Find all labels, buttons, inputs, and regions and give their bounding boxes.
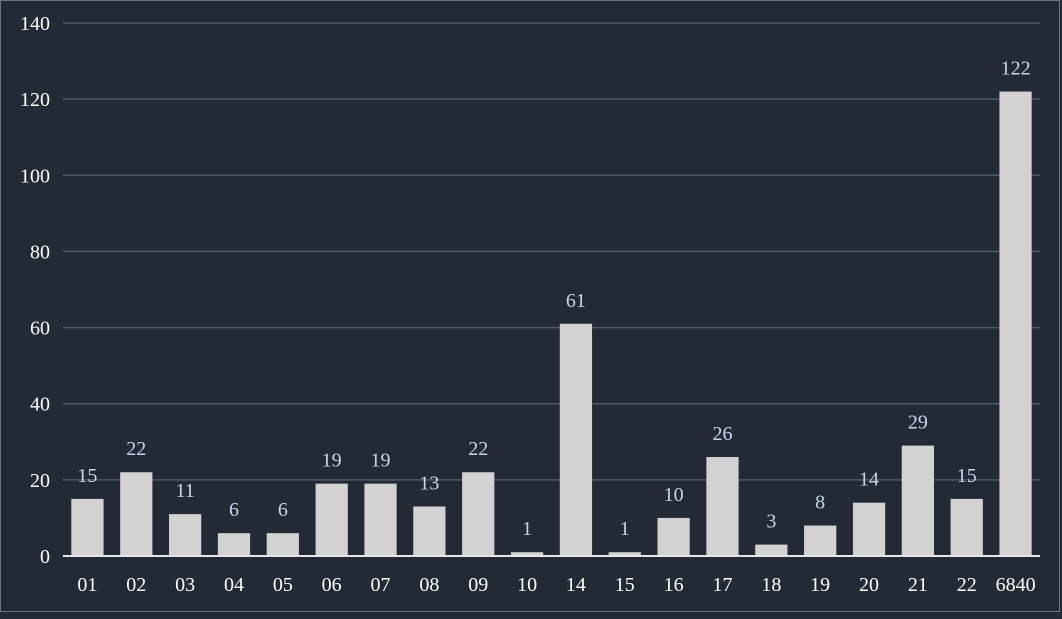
- y-tick-label: 0: [40, 546, 50, 568]
- x-tick-label: 6840: [996, 574, 1036, 596]
- data-label: 6: [229, 499, 239, 521]
- x-tick-label: 02: [126, 574, 146, 596]
- x-tick-label: 10: [517, 574, 537, 596]
- bar: [120, 472, 153, 556]
- x-tick-label: 04: [224, 574, 244, 596]
- bars: [71, 91, 1032, 557]
- gridlines: [63, 22, 1040, 481]
- bar: [71, 498, 104, 556]
- x-tick-label: 05: [273, 574, 293, 596]
- data-label: 122: [1001, 58, 1031, 80]
- x-tick-label: 18: [761, 574, 781, 596]
- y-tick-label: 80: [30, 241, 50, 263]
- x-tick-label: 20: [859, 574, 879, 596]
- x-tick-label: 14: [566, 574, 586, 596]
- bar: [169, 514, 202, 556]
- data-label: 29: [908, 412, 928, 434]
- x-tick-label: 01: [77, 574, 97, 596]
- data-labels: 15 22 11 6 6 19 19 13 22 1 61 1 10 26 3 8 14 29 15 122: [77, 58, 1030, 541]
- bar: [852, 502, 886, 556]
- y-tick-label: 100: [20, 165, 50, 187]
- data-label: 3: [766, 511, 776, 533]
- data-label: 10: [664, 484, 684, 506]
- x-tick-label: 22: [957, 574, 977, 596]
- data-label: 22: [126, 438, 146, 460]
- data-label: 1: [620, 518, 630, 540]
- data-label: 15: [957, 465, 977, 487]
- data-label: 61: [566, 290, 586, 312]
- y-tick-label: 140: [20, 13, 50, 35]
- bar: [950, 498, 983, 556]
- data-label: 26: [712, 423, 732, 445]
- bar: [364, 483, 397, 556]
- data-label: 19: [371, 450, 391, 472]
- x-tick-label: 15: [615, 574, 635, 596]
- data-label: 1: [522, 518, 532, 540]
- bar: [217, 533, 251, 556]
- x-tick-label: 09: [468, 574, 488, 596]
- y-tick-label: 40: [30, 394, 50, 416]
- bar: [413, 506, 446, 556]
- bar: [559, 323, 593, 556]
- data-label: 19: [322, 450, 342, 472]
- x-tick-label: 07: [371, 574, 391, 596]
- bar: [755, 544, 788, 556]
- x-tick-label: 03: [175, 574, 195, 596]
- x-tick-label: 08: [419, 574, 439, 596]
- x-tick-label: 06: [322, 574, 342, 596]
- x-axis-ticks: 01 02 03 04 05 06 07 08 09 10 14 15 16 17 18 19 20 21 22 68…: [77, 574, 1035, 596]
- x-tick-label: 19: [810, 574, 830, 596]
- bar: [462, 472, 495, 556]
- data-label: 6: [278, 499, 288, 521]
- y-tick-label: 20: [30, 470, 50, 492]
- data-label: 8: [815, 492, 825, 514]
- y-tick-label: 120: [20, 89, 50, 111]
- bar: [706, 457, 739, 556]
- data-label: 11: [175, 480, 194, 502]
- data-label: 13: [419, 473, 439, 495]
- y-tick-label: 60: [30, 318, 50, 340]
- data-label: 22: [468, 438, 488, 460]
- x-tick-label: 17: [712, 574, 732, 596]
- x-tick-label: 16: [664, 574, 684, 596]
- bar: [510, 552, 544, 556]
- data-label: 14: [859, 469, 879, 491]
- bar: [266, 533, 299, 556]
- bar: [901, 445, 934, 556]
- bar: [804, 525, 837, 556]
- bar: [315, 483, 348, 556]
- data-label: 15: [77, 465, 97, 487]
- bar: [999, 91, 1032, 557]
- x-tick-label: 21: [908, 574, 928, 596]
- y-axis-ticks: 0 20 40 60 80 100 120 140: [20, 13, 50, 568]
- bar: [657, 517, 690, 556]
- bar: [608, 552, 641, 556]
